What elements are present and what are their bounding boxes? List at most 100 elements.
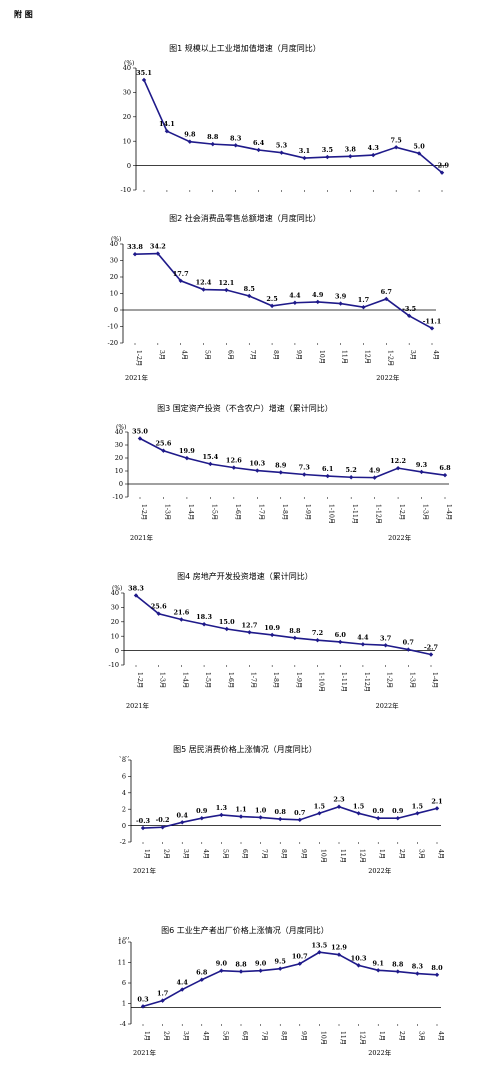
data-label: 17.7: [173, 270, 189, 278]
y-unit-label: (%): [119, 756, 129, 759]
data-label: 12.1: [218, 279, 234, 287]
y-unit-label: (%): [111, 236, 121, 243]
data-label: 0.7: [403, 639, 414, 647]
data-point: [302, 155, 307, 161]
y-tick-label: 16: [118, 938, 126, 946]
x-tick-label: 8月: [280, 849, 287, 859]
x-tick-label: 3月: [182, 1031, 189, 1041]
x-tick-label: 1-3月: [408, 672, 415, 688]
data-label: 34.2: [150, 243, 166, 251]
y-unit-label: (%): [124, 60, 134, 67]
data-point: [356, 811, 361, 816]
series-line: [134, 252, 433, 330]
data-point: [338, 301, 343, 306]
year-label: 2021年: [126, 701, 150, 710]
data-point: [164, 128, 170, 134]
data-point: [160, 998, 165, 1003]
y-tick-label: 20: [115, 454, 123, 462]
data-label: 4.4: [177, 979, 189, 987]
y-tick-label: 20: [111, 618, 119, 626]
data-label: 3.5: [322, 146, 334, 154]
data-point: [384, 296, 389, 302]
data-point: [415, 971, 420, 976]
x-tick-label: 1-4月: [187, 504, 194, 520]
data-point: [233, 143, 238, 148]
data-label: 10.3: [351, 954, 367, 962]
data-point: [210, 141, 215, 147]
chart-plot: (%) -20 -10 0 10 20 30 40 1-2月 3月 4月 5月 6月 7月 8月 9月 10月 1…: [108, 236, 442, 382]
y-tick-label: 30: [111, 604, 119, 612]
data-point: [219, 812, 224, 818]
data-label: 2.3: [333, 796, 345, 804]
data-point: [155, 251, 161, 256]
data-label: 35.0: [132, 428, 148, 436]
x-tick-label: 10月: [319, 1031, 326, 1045]
chart-ppi: 图6 工业生产者出厂价格上涨情况（月度同比） (%) -4 1 6 11 16 1月 2月 3月…: [0, 925, 490, 1085]
y-tick-label: 40: [111, 589, 119, 597]
data-point: [415, 811, 420, 816]
x-tick-label: 1-4月: [431, 672, 438, 688]
data-label: 0.4: [177, 811, 189, 819]
data-point: [372, 475, 377, 480]
data-point: [201, 287, 206, 292]
x-tick-label: 4月: [432, 350, 439, 360]
x-tick-label: 2月: [163, 1031, 170, 1041]
y-tick-label: 10: [123, 137, 131, 145]
y-tick-label: 30: [110, 257, 118, 265]
data-label: 12.9: [331, 944, 347, 952]
data-label: 18.3: [196, 613, 212, 621]
y-tick-label: 0: [115, 647, 119, 655]
x-tick-label: 1-4月: [181, 672, 188, 688]
data-label: 6.0: [335, 631, 347, 639]
y-tick-label: 2: [122, 805, 126, 813]
data-point: [179, 617, 184, 622]
x-tick-label: 11月: [339, 1031, 346, 1045]
data-point: [406, 647, 411, 652]
x-tick-label: 1-11月: [340, 672, 347, 692]
x-tick-label: 3月: [417, 849, 424, 859]
chart-fixed-asset-investment: 图3 国定资产投资（不含农户）增速（累计同比） (%) -10 0 10 20 30 40 1…: [0, 403, 490, 542]
data-point: [238, 969, 244, 974]
y-tick-label: 0: [114, 306, 118, 314]
y-tick-label: 6: [122, 979, 126, 987]
x-tick-label: 10月: [318, 350, 325, 364]
x-tick-label: 1-7月: [257, 504, 264, 520]
x-tick-label: 7月: [261, 1031, 268, 1041]
data-point: [360, 642, 366, 647]
data-label: -0.3: [136, 817, 150, 825]
x-tick-label: 3月: [182, 849, 189, 859]
x-tick-label: 1-4月: [445, 504, 452, 520]
x-tick-label: 5月: [221, 1031, 228, 1041]
data-label: 8.8: [392, 961, 404, 969]
x-tick-label: 1-7月: [249, 672, 256, 688]
data-point: [256, 147, 261, 153]
data-label: 4.4: [357, 633, 369, 641]
data-point: [371, 152, 376, 158]
data-point: [247, 293, 252, 299]
data-label: 25.6: [156, 440, 172, 448]
x-tick-label: 1-5月: [204, 672, 211, 688]
year-label: 2022年: [376, 373, 400, 382]
data-point: [416, 151, 422, 156]
data-label: 35.1: [136, 69, 152, 77]
y-tick-label: 30: [115, 441, 123, 449]
data-point: [383, 643, 388, 648]
y-tick-label: 20: [123, 113, 131, 121]
data-label: 19.9: [179, 447, 195, 455]
y-tick-label: 40: [110, 240, 118, 248]
data-label: 3.9: [335, 293, 347, 301]
data-point: [395, 969, 400, 974]
y-unit-label: (%): [116, 424, 126, 431]
y-tick-label: 30: [123, 89, 131, 97]
x-tick-label: 1-2月: [136, 672, 143, 688]
data-point: [361, 304, 366, 310]
chart-plot: (%)-100102030401-2月3月4月5月6月7月8月9月10月11月1…: [121, 60, 450, 194]
data-label: 3.1: [299, 147, 310, 155]
x-tick-label: 1-2月: [140, 504, 147, 520]
series-line: [139, 437, 446, 479]
data-label: 1.5: [314, 802, 326, 810]
x-tick-label: 1-3月: [163, 504, 170, 520]
chart-title: 图6 工业生产者出厂价格上涨情况（月度同比）: [161, 926, 329, 935]
data-point: [292, 635, 298, 641]
